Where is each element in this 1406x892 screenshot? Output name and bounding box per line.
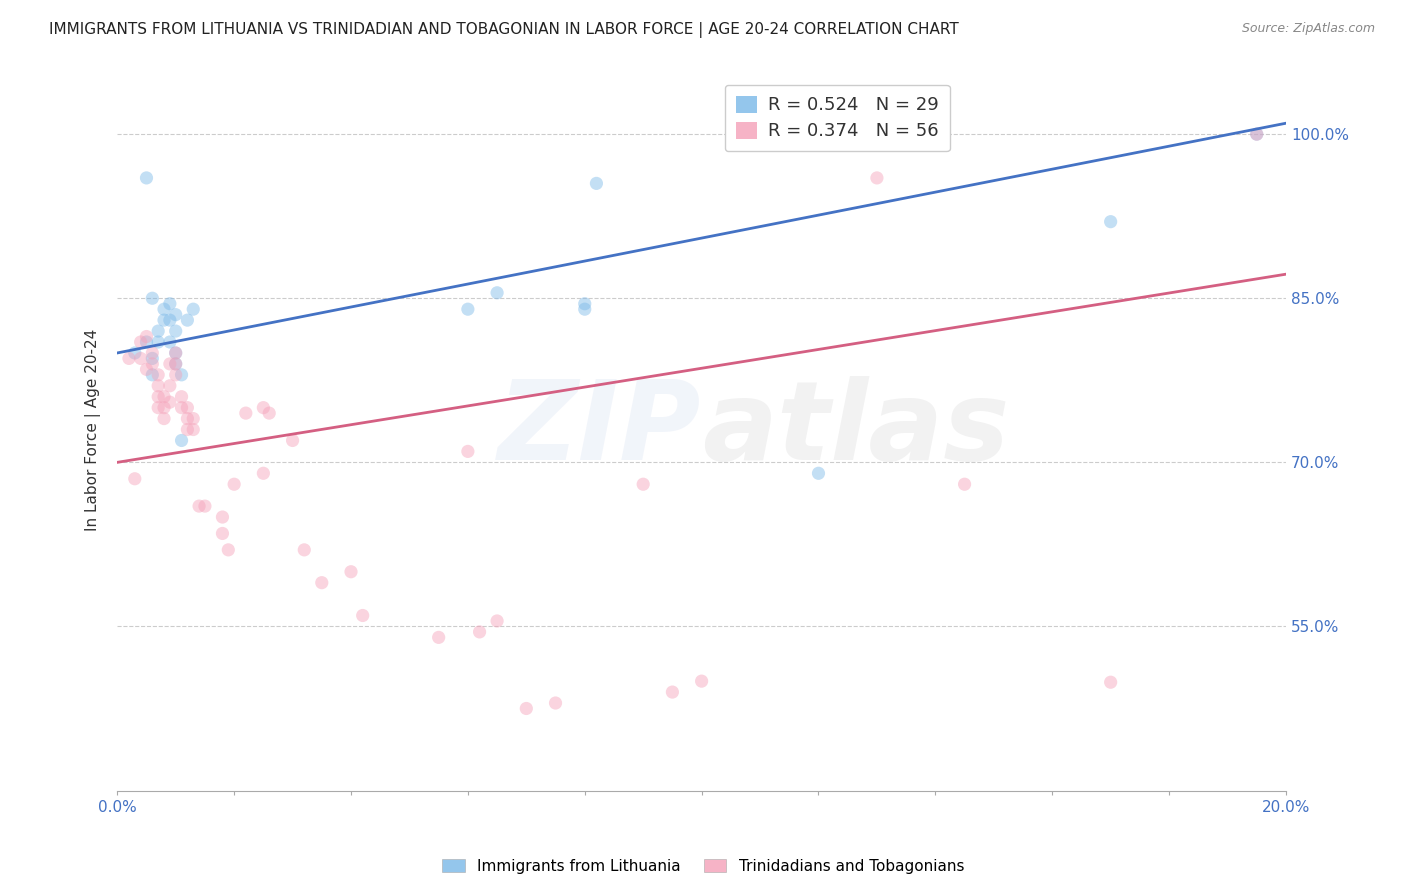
Point: [631, 477, 654, 491]
Point: [486, 285, 509, 300]
Point: [159, 357, 181, 371]
Point: [165, 368, 187, 382]
Point: [129, 334, 152, 349]
Point: [224, 477, 246, 491]
Point: [165, 308, 187, 322]
Point: [148, 368, 170, 382]
Text: IMMIGRANTS FROM LITHUANIA VS TRINIDADIAN AND TOBAGONIAN IN LABOR FORCE | AGE 20-: IMMIGRANTS FROM LITHUANIA VS TRINIDADIAN…: [49, 22, 959, 38]
Text: ZIP: ZIP: [498, 376, 702, 483]
Point: [165, 324, 187, 338]
Point: [1246, 127, 1268, 141]
Point: [807, 467, 830, 481]
Point: [1099, 215, 1122, 229]
Point: [165, 346, 187, 360]
Point: [141, 291, 163, 305]
Point: [148, 390, 170, 404]
Point: [148, 401, 170, 415]
Point: [170, 390, 193, 404]
Point: [159, 334, 181, 349]
Point: [153, 390, 176, 404]
Point: [235, 406, 257, 420]
Point: [1246, 127, 1268, 141]
Point: [153, 401, 176, 415]
Point: [129, 351, 152, 366]
Point: [544, 696, 567, 710]
Point: [188, 499, 211, 513]
Point: [159, 378, 181, 392]
Point: [352, 608, 374, 623]
Point: [585, 177, 607, 191]
Point: [118, 351, 141, 366]
Point: [141, 357, 163, 371]
Text: atlas: atlas: [702, 376, 1010, 483]
Point: [427, 631, 450, 645]
Point: [135, 362, 157, 376]
Point: [141, 346, 163, 360]
Point: [135, 329, 157, 343]
Point: [170, 401, 193, 415]
Point: [252, 401, 274, 415]
Y-axis label: In Labor Force | Age 20-24: In Labor Force | Age 20-24: [86, 328, 101, 531]
Point: [170, 434, 193, 448]
Point: [292, 542, 315, 557]
Point: [457, 444, 479, 458]
Point: [148, 324, 170, 338]
Legend: R = 0.524   N = 29, R = 0.374   N = 56: R = 0.524 N = 29, R = 0.374 N = 56: [724, 85, 949, 152]
Point: [468, 624, 491, 639]
Point: [176, 423, 198, 437]
Point: [211, 510, 233, 524]
Point: [953, 477, 976, 491]
Point: [257, 406, 280, 420]
Point: [1099, 675, 1122, 690]
Point: [311, 575, 333, 590]
Point: [181, 423, 204, 437]
Point: [159, 296, 181, 310]
Point: [153, 302, 176, 317]
Point: [457, 302, 479, 317]
Point: [135, 334, 157, 349]
Point: [141, 368, 163, 382]
Point: [340, 565, 363, 579]
Point: [690, 674, 713, 689]
Point: [866, 170, 889, 185]
Point: [135, 170, 157, 185]
Text: Source: ZipAtlas.com: Source: ZipAtlas.com: [1241, 22, 1375, 36]
Point: [252, 467, 274, 481]
Legend: Immigrants from Lithuania, Trinidadians and Tobagonians: Immigrants from Lithuania, Trinidadians …: [436, 853, 970, 880]
Point: [153, 313, 176, 327]
Point: [217, 542, 239, 557]
Point: [141, 351, 163, 366]
Point: [515, 701, 537, 715]
Point: [148, 378, 170, 392]
Point: [574, 296, 596, 310]
Point: [165, 346, 187, 360]
Point: [124, 472, 146, 486]
Point: [159, 313, 181, 327]
Point: [211, 526, 233, 541]
Point: [148, 334, 170, 349]
Point: [124, 346, 146, 360]
Point: [176, 313, 198, 327]
Point: [574, 302, 596, 317]
Point: [176, 401, 198, 415]
Point: [281, 434, 304, 448]
Point: [176, 411, 198, 425]
Point: [181, 302, 204, 317]
Point: [170, 368, 193, 382]
Point: [159, 395, 181, 409]
Point: [661, 685, 683, 699]
Point: [181, 411, 204, 425]
Point: [486, 614, 509, 628]
Point: [165, 357, 187, 371]
Point: [194, 499, 217, 513]
Point: [153, 411, 176, 425]
Point: [165, 357, 187, 371]
